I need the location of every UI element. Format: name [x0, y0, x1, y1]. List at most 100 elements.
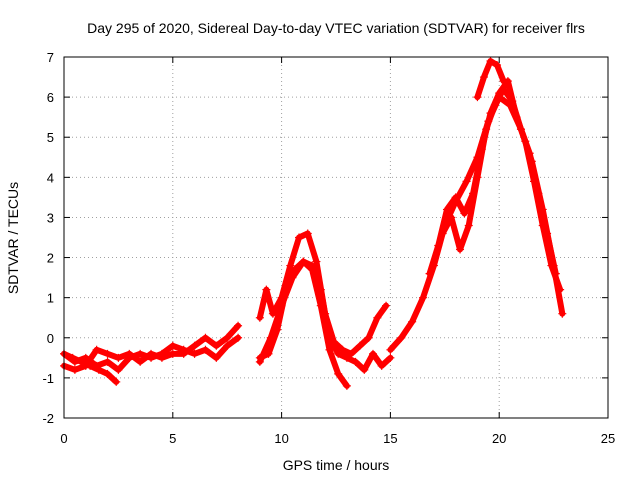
data-point [338, 345, 347, 354]
data-point [255, 353, 264, 362]
data-point [136, 357, 145, 366]
data-point [473, 93, 482, 102]
data-point [77, 357, 86, 366]
series-arc-dawn-1 [255, 257, 351, 390]
x-tick-label: 25 [601, 431, 615, 446]
y-tick-label: 5 [47, 130, 54, 145]
data-point [425, 269, 434, 278]
data-point [342, 381, 351, 390]
data-point [157, 353, 166, 362]
data-point [347, 349, 356, 358]
data-point [382, 301, 391, 310]
data-point [486, 57, 495, 66]
data-point [281, 285, 290, 294]
data-point [147, 349, 156, 358]
data-point [295, 233, 304, 242]
data-point [482, 125, 491, 134]
data-point [316, 285, 325, 294]
data-point [442, 205, 451, 214]
y-tick-label: 7 [47, 50, 54, 65]
data-point [556, 285, 565, 294]
y-tick-label: 1 [47, 291, 54, 306]
data-point [355, 341, 364, 350]
data-point [334, 349, 343, 358]
data-point [499, 85, 508, 94]
data-point [103, 357, 112, 366]
plot-frame [63, 56, 609, 419]
data-point [303, 229, 312, 238]
data-point [325, 345, 334, 354]
data-point [479, 73, 488, 82]
y-tick-label: 0 [47, 331, 54, 346]
data-point [262, 285, 271, 294]
data-point [125, 349, 134, 358]
x-tick-label: 15 [383, 431, 397, 446]
data-point [223, 341, 232, 350]
data-point [386, 353, 395, 362]
data-point [325, 333, 334, 342]
data-point [386, 345, 395, 354]
data-point [408, 317, 417, 326]
series-arc-day-3 [438, 85, 560, 278]
data-point [397, 333, 406, 342]
y-tick-label: 2 [47, 251, 54, 266]
data-point [190, 349, 199, 358]
data-point [255, 313, 264, 322]
x-tick-label: 0 [60, 431, 67, 446]
data-point [223, 333, 232, 342]
data-point [114, 353, 123, 362]
data-point [290, 265, 299, 274]
data-point [234, 333, 243, 342]
data-point [462, 177, 471, 186]
data-point [103, 369, 112, 378]
data-point [434, 241, 443, 250]
chart-title: Day 295 of 2020, Sidereal Day-to-day VTE… [87, 20, 585, 36]
data-point [92, 345, 101, 354]
data-point [168, 341, 177, 350]
data-point [456, 245, 465, 254]
data-point [534, 189, 543, 198]
data-point [438, 229, 447, 238]
data-point [268, 309, 277, 318]
data-point [516, 125, 525, 134]
data-point [168, 349, 177, 358]
data-point [70, 365, 79, 374]
data-point [490, 101, 499, 110]
data-point [94, 365, 103, 374]
series-arc-night-3 [60, 349, 121, 386]
data-point [286, 261, 295, 270]
data-point [364, 333, 373, 342]
data-point [493, 61, 502, 70]
series-group [60, 57, 567, 390]
x-tick-label: 20 [492, 431, 506, 446]
data-point [312, 257, 321, 266]
x-axis-label: GPS time / hours [283, 457, 390, 473]
data-point [525, 149, 534, 158]
y-tick-label: -1 [42, 371, 54, 386]
data-point [273, 325, 282, 334]
data-point [464, 221, 473, 230]
data-point [377, 361, 386, 370]
data-point [103, 349, 112, 358]
x-tick-label: 5 [169, 431, 176, 446]
data-point [419, 293, 428, 302]
data-point [473, 173, 482, 182]
y-tick-label: 4 [47, 170, 54, 185]
data-point [212, 353, 221, 362]
data-point [460, 209, 469, 218]
series-trace [387, 94, 566, 353]
series-arc-day-4 [473, 57, 508, 102]
data-point [499, 77, 508, 86]
data-point [179, 349, 188, 358]
data-point [86, 361, 95, 370]
data-point [68, 353, 77, 362]
x-tick-label: 10 [274, 431, 288, 446]
data-point [299, 257, 308, 266]
y-tick-label: -2 [42, 411, 54, 426]
data-point [508, 97, 517, 106]
series-trace [256, 258, 350, 389]
data-point [136, 349, 145, 358]
data-point [201, 333, 210, 342]
axis-ticks [63, 56, 609, 419]
